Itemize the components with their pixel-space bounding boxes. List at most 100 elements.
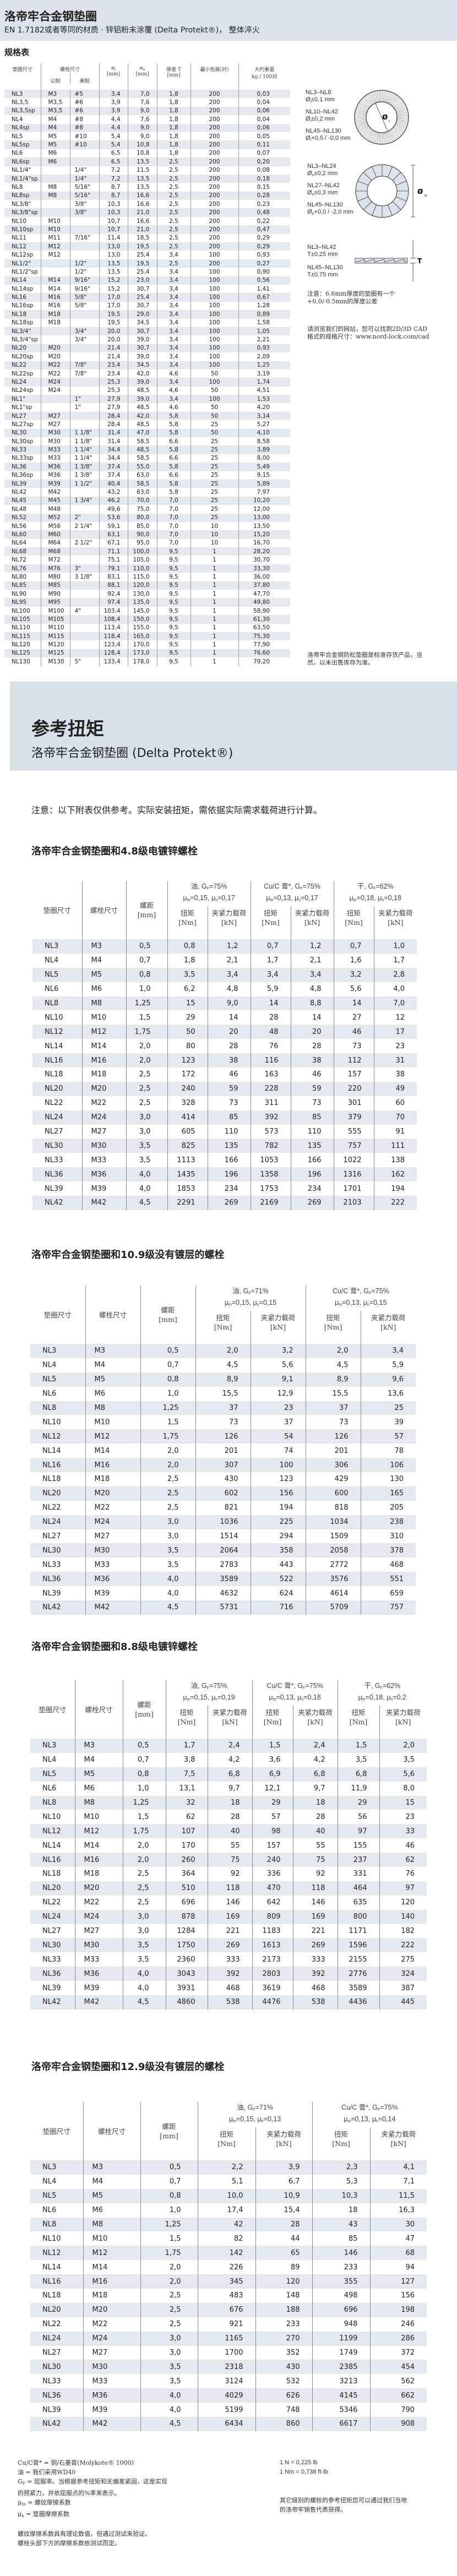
unit: [kN] — [390, 2139, 406, 2148]
cell-washer-size: NL1"sp — [12, 404, 32, 411]
head-friction: =0,18 — [303, 1693, 321, 1701]
torque-row: NL8 M8 1,25 37 23 37 25 — [30, 1401, 416, 1415]
serration-line — [391, 128, 400, 138]
torque-row: NL6 M6 1,0 15,5 12,9 15,5 13,6 — [30, 1386, 416, 1401]
cell-torque: 7,5 — [165, 1767, 208, 1782]
cell-washer-size: NL3/8"sp — [4, 208, 41, 217]
cell-metric-size: M27 — [40, 411, 70, 421]
cell-outer-diameter: 130,0 — [127, 590, 157, 598]
cell-clamp-load: 100 — [250, 1458, 306, 1473]
cell-pitch: 0,7 — [140, 1358, 195, 1373]
cell-clamp-load: 908 — [369, 2417, 427, 2431]
cell-metric-size: M100 — [40, 606, 70, 616]
cell-thickness: 3,4 — [156, 335, 191, 344]
cell-clamp-load: 40 — [207, 1824, 252, 1839]
cell-inner-diameter: 17,0 — [99, 293, 128, 302]
cell-washer-size: NL100 — [12, 607, 30, 614]
cell-thickness: 4,6 — [156, 403, 191, 412]
cell-clamp-load: 8,8 — [290, 996, 334, 1011]
cell-outer-diameter: 42,0 — [127, 411, 157, 421]
cell-clamp-load: 538 — [207, 1995, 252, 2009]
sub: th — [228, 1303, 232, 1307]
cell-torque: 4476 — [252, 1995, 293, 2009]
unit: kg / 100对 — [252, 74, 278, 80]
cell-clamp-load: 25 — [360, 1401, 416, 1415]
cell-bolt-size: M42 — [81, 1196, 126, 1210]
cell-clamp-load: 8,0 — [379, 1781, 427, 1796]
cell-bolt-size: M14 — [85, 1444, 140, 1458]
cell-outer-diameter: 105,0 — [127, 555, 157, 564]
cell-weight: 58,90 — [238, 606, 290, 616]
cell-weight: 0,05 — [238, 132, 290, 141]
serration-line — [373, 132, 377, 143]
unit: [kN] — [304, 918, 320, 927]
footnote-gf-cont: 的预紧力，并依屈服点的%率来表示。 — [18, 2490, 121, 2497]
cell-torque: 157 — [252, 1838, 293, 1853]
cell-min-pack: 50 — [190, 403, 238, 412]
serration-line — [396, 113, 409, 116]
sub: o — [312, 173, 314, 177]
cell-thickness: 3,4 — [156, 301, 191, 311]
cell-thickness: 2,5 — [156, 191, 191, 200]
label: 夹紧力载荷 — [213, 1708, 247, 1717]
lubrication-group-header: Cu/C 膏*, GF=75% μth=0,13, μh=0,14 — [312, 2102, 427, 2127]
tolerance-range: NL27–NL42 — [307, 182, 340, 189]
cell-washer-size: NL105 — [4, 615, 41, 624]
cell-thickness: 9,5 — [156, 649, 191, 658]
cell-clamp-load: 23 — [250, 1401, 306, 1415]
cell-weight: 0,07 — [238, 149, 290, 158]
torque-row: NL30 M30 3,5 1750 269 1613 269 1596 222 — [30, 1938, 427, 1953]
cell-bolt-size: M30 — [81, 1139, 126, 1153]
sub: o — [312, 193, 314, 197]
washer-inner-diameter-drawing: Ø i — [354, 90, 409, 145]
cell-bolt-size: M5 — [85, 1372, 140, 1387]
cell-torque: 2,2 — [197, 2160, 255, 2175]
cell-bolt-size: M42 — [85, 1600, 140, 1615]
cell-bolt-size: M8 — [74, 1795, 123, 1810]
cell-clamp-load: 234 — [290, 1181, 334, 1196]
sym: G — [18, 2478, 23, 2485]
cell-metric-size: M39 — [40, 479, 70, 488]
cell-washer-size: NL52 — [4, 513, 41, 522]
cell-metric-size: M42 — [40, 488, 70, 497]
cell-weight: 1,74 — [238, 378, 290, 386]
cell-inner-diameter: 25,3 — [99, 386, 128, 395]
cell-inner-diameter: 49,6 — [99, 505, 128, 514]
cell-washer-size: NL16sp — [12, 302, 34, 309]
cell-metric-size — [40, 166, 70, 175]
cell-bolt-size: M4 — [74, 1752, 123, 1767]
torque-row: NL6 M6 1,0 6,2 4,8 5,9 4,8 5,6 4,0 — [32, 982, 417, 996]
cell-pitch: 0,5 — [122, 1739, 166, 1753]
cell-inner-diameter: 4,4 — [99, 115, 128, 124]
cell-bolt-size: M20 — [85, 1486, 140, 1501]
note-line: 洛帝牢合金钢防松垫圈是标准存货产品，当 — [307, 651, 422, 658]
header-torque: 扭矩 [Nm] — [250, 906, 291, 939]
cell-weight: 10,20 — [238, 496, 290, 505]
cell-clamp-load: 196 — [207, 1167, 251, 1182]
cell-clamp-load: 54 — [250, 1429, 306, 1444]
cell-torque: 1701 — [333, 1181, 374, 1196]
cell-torque: 3589 — [195, 1572, 251, 1587]
sub: th — [187, 898, 191, 902]
cell-outer-diameter: 48,5 — [127, 386, 157, 395]
cell-outer-diameter: 95,0 — [127, 538, 157, 548]
cell-clamp-load: 23 — [373, 1039, 417, 1054]
cell-inner-diameter: 8,7 — [99, 183, 128, 192]
spec-row: NL1/2"sp 1/2" 13,5 25,4 3,4 100 0,90 — [4, 268, 290, 276]
yield-ratio: =71% — [251, 1287, 269, 1295]
cell-washer-size: NL22sp — [12, 370, 34, 377]
sub: th — [353, 898, 357, 902]
cell-bolt-size: M8 — [85, 1401, 140, 1415]
cell-washer-size: NL8sp — [4, 191, 41, 200]
phi-symbol: ø — [139, 66, 143, 71]
cell-torque: 76 — [250, 1039, 291, 1054]
cell-washer-size: NL12 — [32, 1025, 82, 1039]
cell-inner-diameter: 4,4 — [99, 123, 128, 132]
cell-inner-diameter: 10,7 — [99, 225, 128, 234]
sub: F — [373, 887, 376, 891]
cell-min-pack: 100 — [190, 310, 238, 319]
torque-row: NL27 M27 3,0 1284 221 1183 221 1171 182 — [30, 1924, 427, 1938]
cell-bolt-size: M5 — [74, 1767, 123, 1782]
cell-min-pack: 25 — [190, 462, 238, 471]
cell-bolt-size: M8 — [81, 996, 126, 1011]
